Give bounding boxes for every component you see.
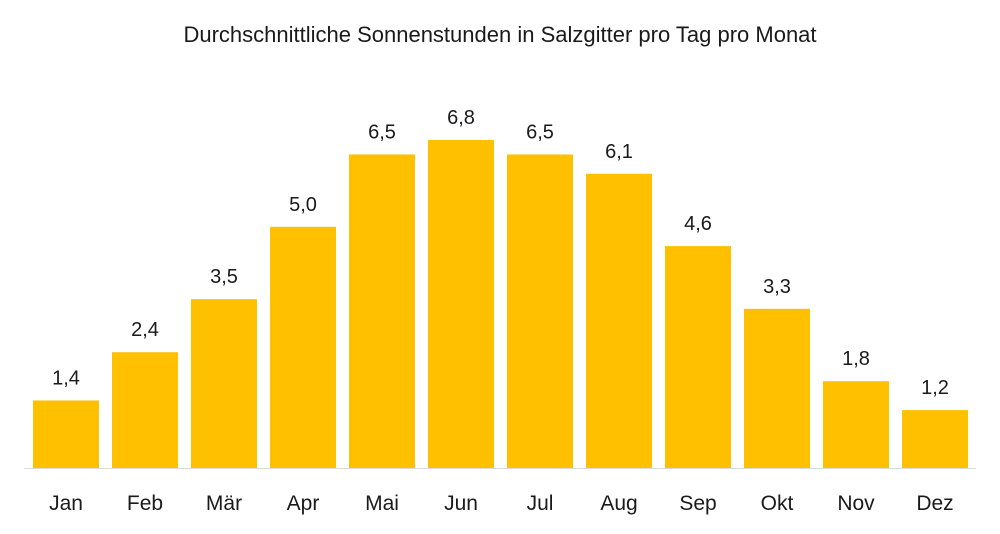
bar-feb (112, 352, 178, 468)
x-tick-label: Nov (837, 492, 875, 515)
value-label: 1,2 (921, 377, 949, 399)
value-label: 1,8 (842, 348, 870, 370)
bar-jan (33, 400, 99, 468)
value-label: 6,8 (447, 107, 475, 129)
value-label: 3,3 (763, 276, 791, 298)
x-tick-label: Dez (916, 492, 953, 515)
x-tick-label: Jun (444, 492, 478, 515)
value-label: 6,5 (526, 121, 554, 143)
chart-title: Durchschnittliche Sonnenstunden in Salzg… (183, 22, 817, 47)
value-label: 4,6 (684, 213, 712, 235)
bar-apr (270, 226, 336, 468)
bar-jul (507, 154, 573, 468)
value-label: 1,4 (52, 367, 80, 389)
x-tick-label: Aug (600, 492, 637, 515)
x-tick-label: Jan (49, 492, 83, 515)
value-label: 6,5 (368, 121, 396, 143)
bar-okt (744, 308, 810, 468)
value-label: 6,1 (605, 141, 633, 163)
bar-dez (902, 410, 968, 468)
bar-mär (191, 299, 257, 468)
value-label: 5,0 (289, 194, 317, 216)
x-tick-label: Apr (287, 492, 320, 515)
value-label: 3,5 (210, 266, 238, 288)
bar-aug (586, 173, 652, 468)
x-tick-label: Mai (365, 492, 399, 515)
bar-mai (349, 154, 415, 468)
x-tick-label: Sep (679, 492, 716, 515)
x-tick-label: Jul (527, 492, 554, 515)
x-tick-label: Mär (206, 492, 242, 515)
x-tick-label: Okt (761, 492, 794, 515)
x-tick-label: Feb (127, 492, 163, 515)
value-label: 2,4 (131, 319, 159, 341)
bar-nov (823, 381, 889, 468)
bar-sep (665, 246, 731, 468)
bar-jun (428, 140, 494, 468)
